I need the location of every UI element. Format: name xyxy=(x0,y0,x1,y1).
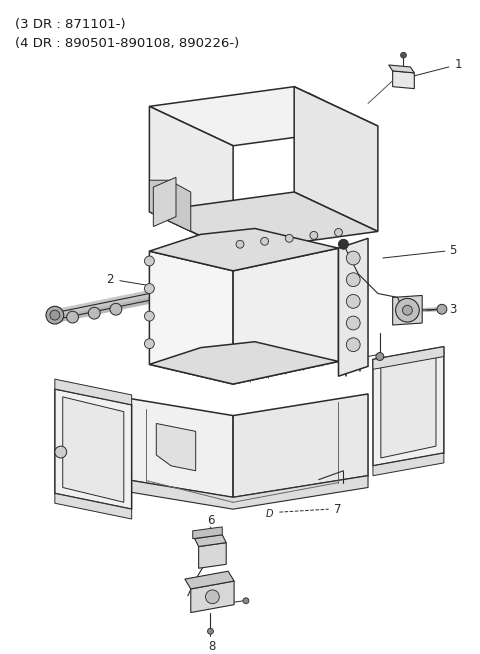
Circle shape xyxy=(338,239,348,249)
Text: 5: 5 xyxy=(449,244,456,256)
Circle shape xyxy=(205,590,219,604)
Circle shape xyxy=(144,284,154,294)
Text: 2: 2 xyxy=(107,273,114,286)
Text: (3 DR : 871101-): (3 DR : 871101-) xyxy=(15,18,126,31)
Circle shape xyxy=(376,353,384,360)
Polygon shape xyxy=(149,228,338,271)
Polygon shape xyxy=(373,347,444,466)
Polygon shape xyxy=(393,296,422,325)
Polygon shape xyxy=(338,238,368,376)
Polygon shape xyxy=(55,379,132,405)
Circle shape xyxy=(243,598,249,604)
Polygon shape xyxy=(156,424,196,471)
Text: (4 DR : 890501-890108, 890226-): (4 DR : 890501-890108, 890226-) xyxy=(15,37,240,50)
Circle shape xyxy=(396,298,419,322)
Polygon shape xyxy=(373,347,444,370)
Circle shape xyxy=(347,273,360,286)
Polygon shape xyxy=(149,87,378,146)
Circle shape xyxy=(347,294,360,308)
Circle shape xyxy=(55,446,67,458)
Polygon shape xyxy=(149,181,191,232)
Polygon shape xyxy=(191,581,234,613)
Circle shape xyxy=(88,307,100,319)
Polygon shape xyxy=(199,543,226,568)
Polygon shape xyxy=(102,394,233,497)
Circle shape xyxy=(400,52,407,58)
Polygon shape xyxy=(63,397,124,502)
Polygon shape xyxy=(102,475,368,509)
Polygon shape xyxy=(233,394,368,497)
Polygon shape xyxy=(185,571,234,589)
Circle shape xyxy=(144,339,154,349)
Polygon shape xyxy=(55,493,132,519)
Polygon shape xyxy=(55,389,132,509)
Circle shape xyxy=(236,240,244,248)
Circle shape xyxy=(207,628,214,634)
Polygon shape xyxy=(373,453,444,475)
Circle shape xyxy=(67,311,79,323)
Polygon shape xyxy=(153,177,176,226)
Circle shape xyxy=(437,304,447,314)
Circle shape xyxy=(310,232,318,239)
Circle shape xyxy=(50,310,60,320)
Polygon shape xyxy=(149,192,378,251)
Text: 1: 1 xyxy=(455,58,462,71)
Polygon shape xyxy=(149,107,233,251)
Text: 6: 6 xyxy=(207,515,214,528)
Circle shape xyxy=(347,338,360,352)
Text: 3: 3 xyxy=(449,303,456,316)
Text: 8: 8 xyxy=(209,640,216,653)
Polygon shape xyxy=(233,248,338,384)
Polygon shape xyxy=(294,87,378,232)
Text: 7: 7 xyxy=(334,503,341,515)
Polygon shape xyxy=(149,342,338,384)
Circle shape xyxy=(144,311,154,321)
Polygon shape xyxy=(389,65,414,73)
Circle shape xyxy=(347,251,360,265)
Polygon shape xyxy=(149,251,233,384)
Circle shape xyxy=(285,234,293,242)
Circle shape xyxy=(144,256,154,266)
Polygon shape xyxy=(393,71,414,89)
Circle shape xyxy=(347,316,360,330)
Text: 4: 4 xyxy=(359,350,366,363)
Circle shape xyxy=(403,305,412,315)
Polygon shape xyxy=(195,535,226,547)
Circle shape xyxy=(261,237,269,245)
Polygon shape xyxy=(193,527,222,539)
Text: D: D xyxy=(266,509,273,519)
Circle shape xyxy=(110,303,122,315)
Circle shape xyxy=(46,306,64,324)
Polygon shape xyxy=(381,354,436,458)
Circle shape xyxy=(335,228,342,236)
